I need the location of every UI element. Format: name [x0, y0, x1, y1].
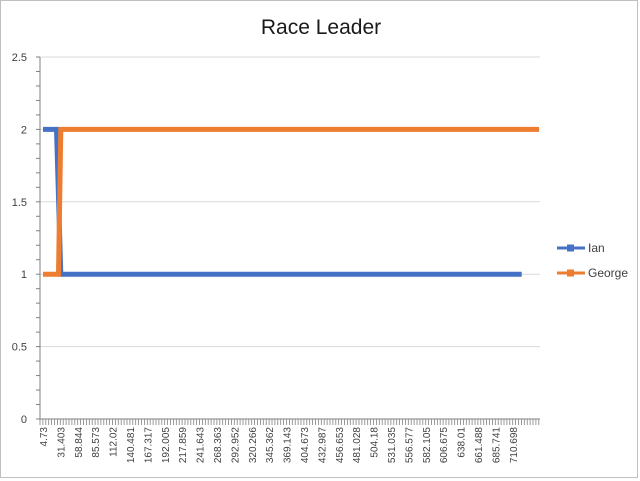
- series-line-george: [43, 126, 539, 277]
- y-axis-ticks: 0 0.5 1 1.5 2 2.5: [12, 52, 41, 426]
- series-group: [43, 126, 539, 277]
- x-tick-label: 241.643: [196, 427, 207, 464]
- y-tick-label: 0.5: [12, 342, 27, 354]
- x-tick-label: 481.028: [352, 427, 363, 464]
- legend-marker-ian: [567, 244, 574, 252]
- x-tick-label: 167.317: [143, 427, 154, 464]
- x-tick-label: 531.035: [387, 427, 398, 464]
- x-tick-label: 58.844: [74, 427, 85, 458]
- y-tick-label: 2.5: [12, 52, 27, 64]
- x-tick-label: 661.488: [474, 427, 485, 464]
- y-tick-label: 2: [21, 124, 27, 136]
- legend-marker-george: [567, 269, 574, 277]
- legend-label-ian: Ian: [588, 241, 605, 255]
- x-tick-label: 85.573: [91, 427, 102, 458]
- x-tick-label: 268.363: [213, 427, 224, 464]
- x-tick-label: 112.02: [109, 427, 120, 457]
- x-tick-label: 4.73: [39, 427, 50, 447]
- x-tick-label: 456.653: [335, 427, 346, 464]
- x-tick-label: 556.577: [404, 427, 415, 464]
- x-axis: 4.73 31.403 58.844 85.573 112.02 140.481 167.3…: [39, 418, 540, 464]
- x-tick-label: 685.741: [491, 427, 502, 464]
- y-tick-label: 0: [21, 414, 27, 426]
- chart-title: Race Leader: [261, 16, 381, 39]
- x-tick-label: 31.403: [56, 427, 67, 458]
- x-tick-label: 638.01: [457, 427, 468, 458]
- x-tick-label: 606.675: [439, 427, 450, 464]
- y-tick-label: 1: [21, 269, 27, 281]
- x-tick-label: 710.698: [509, 427, 520, 464]
- x-tick-label: 369.143: [283, 427, 294, 464]
- legend: Ian George: [557, 241, 628, 280]
- x-tick-label: 404.673: [300, 427, 311, 464]
- legend-label-george: George: [588, 266, 628, 280]
- x-tick-label: 504.18: [370, 427, 381, 458]
- x-tick-label: 140.481: [126, 427, 137, 464]
- x-tick-label: 292.952: [230, 427, 241, 464]
- x-tick-label: 345.362: [265, 427, 276, 464]
- x-tick-label: 582.105: [422, 427, 433, 464]
- x-tick-label: 217.859: [178, 427, 189, 464]
- grid-lines: [40, 56, 540, 348]
- x-tick-label: 320.266: [248, 427, 259, 464]
- x-tick-label: 192.005: [161, 427, 172, 464]
- y-tick-label: 1.5: [12, 197, 27, 209]
- x-tick-label: 432.987: [317, 427, 328, 464]
